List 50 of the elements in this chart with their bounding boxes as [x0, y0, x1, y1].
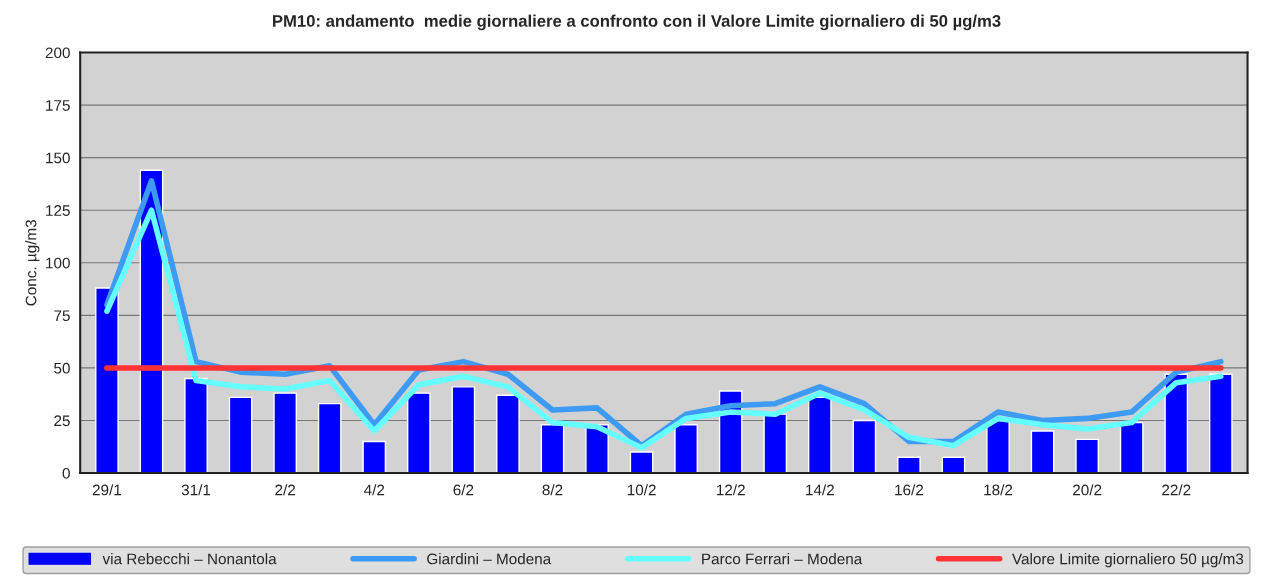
y-tick-label: 175	[46, 100, 70, 111]
bar	[1030, 430, 1055, 474]
chart-title: PM10: andamento medie giornaliere a confronto con il Valore Limite giornaliero di 50 µg/m3	[273, 14, 1001, 31]
y-tick-label: 50	[54, 362, 70, 374]
bar	[406, 392, 431, 474]
x-tick-label: 20/2	[1073, 484, 1102, 496]
y-tick-label: 0	[62, 467, 70, 479]
bar	[496, 394, 520, 474]
bar	[540, 423, 565, 474]
x-tick-label: 29/1	[92, 484, 122, 496]
bar	[362, 440, 387, 474]
x-tick-label: 2/2	[275, 484, 295, 496]
bar	[273, 392, 297, 474]
x-tick-label: 18/2	[984, 484, 1013, 496]
bar	[807, 396, 832, 474]
bar	[228, 396, 253, 474]
legend-label: via Rebecchi – Nonantola	[102, 553, 277, 565]
x-tick-label: 4/2	[363, 484, 385, 496]
bar	[451, 386, 476, 474]
x-tick-label: 6/2	[453, 484, 474, 496]
legend-label: Parco Ferrari – Modena	[702, 553, 863, 565]
bar	[1075, 438, 1099, 474]
bar	[763, 413, 788, 474]
y-tick-label: 200	[45, 47, 70, 59]
bar	[184, 377, 208, 474]
bar	[317, 402, 342, 474]
x-tick-label: 16/2	[895, 484, 924, 496]
x-tick-label: 10/2	[627, 484, 656, 496]
x-tick-label: 12/2	[717, 484, 745, 496]
bar	[95, 287, 119, 474]
bar	[674, 423, 698, 474]
x-tick-label: 8/2	[542, 484, 563, 496]
y-tick-label: 125	[46, 205, 70, 216]
x-tick-label: 14/2	[806, 484, 834, 496]
y-axis-title: Conc. µg/m3	[25, 220, 40, 306]
y-tick-label: 25	[54, 415, 70, 427]
y-tick-label: 150	[46, 152, 70, 164]
y-tick-label: 75	[54, 310, 70, 322]
bar	[852, 419, 877, 474]
bar	[629, 451, 654, 474]
bar	[897, 456, 921, 474]
x-tick-label: 31/1	[181, 484, 211, 496]
bar	[986, 419, 1010, 474]
bar	[1164, 373, 1189, 474]
legend-label: Giardini – Modena	[427, 553, 552, 565]
x-tick-label: 22/2	[1162, 484, 1191, 496]
bar	[1208, 373, 1233, 474]
legend-label: Valore Limite giornaliero 50 µg/m3	[1012, 553, 1244, 568]
bar	[1119, 421, 1144, 474]
y-tick-label: 100	[46, 257, 70, 269]
